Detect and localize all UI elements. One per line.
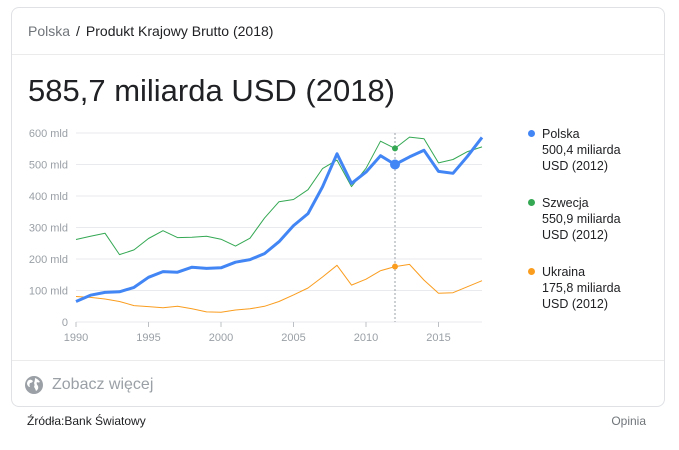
x-tick-label: 2000 (209, 332, 233, 344)
top-divider (12, 54, 664, 55)
legend-value-unit: USD (2012) (542, 228, 608, 242)
x-tick-label: 1995 (136, 332, 160, 344)
series-line-szwecja (75, 136, 483, 256)
legend-value: 500,4 miliarda (542, 143, 621, 157)
x-tick-label: 2005 (281, 332, 305, 344)
globe-icon (25, 376, 43, 394)
legend-item-ukraina[interactable]: Ukraina 175,8 miliarda USD (2012) (528, 264, 658, 312)
legend-name: Szwecja (542, 196, 589, 210)
breadcrumb-separator: / (76, 23, 80, 39)
breadcrumb: Polska / Produkt Krajowy Brutto (2018) (28, 8, 273, 54)
legend-item-polska[interactable]: Polska 500,4 miliarda USD (2012) (528, 126, 658, 174)
see-more-link[interactable]: Zobacz więcej (24, 372, 153, 398)
breadcrumb-country-link[interactable]: Polska (28, 23, 71, 39)
highlight-point-szwecja (392, 145, 398, 152)
legend-value: 175,8 miliarda (542, 281, 621, 295)
breadcrumb-indicator: Produkt Krajowy Brutto (2018) (85, 23, 274, 39)
y-tick-label: 200 mld (29, 254, 68, 266)
x-tick-label: 2015 (426, 332, 450, 344)
y-tick-label: 100 mld (29, 286, 68, 298)
y-tick-label: 400 mld (29, 191, 68, 203)
legend-name: Ukraina (542, 265, 586, 279)
gdp-line-chart[interactable]: 0 100 mld 200 mld 300 mld 400 mld 500 mld 600 … (12, 8, 512, 348)
y-tick-label: 600 mld (29, 128, 68, 140)
headline-value: 585,7 miliarda USD (2018) (28, 73, 396, 108)
series-line-polska (75, 136, 484, 303)
feedback-link[interactable]: Opinia (611, 414, 646, 428)
see-more-label: Zobacz więcej (52, 376, 154, 393)
legend-name: Polska (542, 127, 580, 141)
highlight-point-ukraina (392, 263, 398, 270)
legend-value: 550,9 miliarda (542, 212, 621, 226)
y-tick-label: 0 (62, 317, 68, 329)
bottom-divider (12, 360, 664, 361)
chart-legend: Polska 500,4 miliarda USD (2012) Szwecja… (528, 126, 658, 333)
y-tick-label: 300 mld (29, 223, 68, 235)
legend-dot-icon (528, 199, 535, 206)
legend-dot-icon (528, 268, 535, 275)
y-tick-label: 500 mld (29, 160, 68, 172)
legend-value-unit: USD (2012) (542, 297, 608, 311)
x-tick-label: 2010 (354, 332, 378, 344)
x-tick-label: 1990 (64, 332, 88, 344)
series-line-ukraina (75, 263, 483, 313)
legend-value-unit: USD (2012) (542, 159, 608, 173)
source-text: Źródła:Bank Światowy (27, 414, 146, 428)
legend-dot-icon (528, 130, 535, 137)
highlight-point-polska (390, 159, 400, 170)
legend-item-szwecja[interactable]: Szwecja 550,9 miliarda USD (2012) (528, 195, 658, 243)
knowledge-card: Polska / Produkt Krajowy Brutto (2018) 5… (11, 7, 665, 407)
